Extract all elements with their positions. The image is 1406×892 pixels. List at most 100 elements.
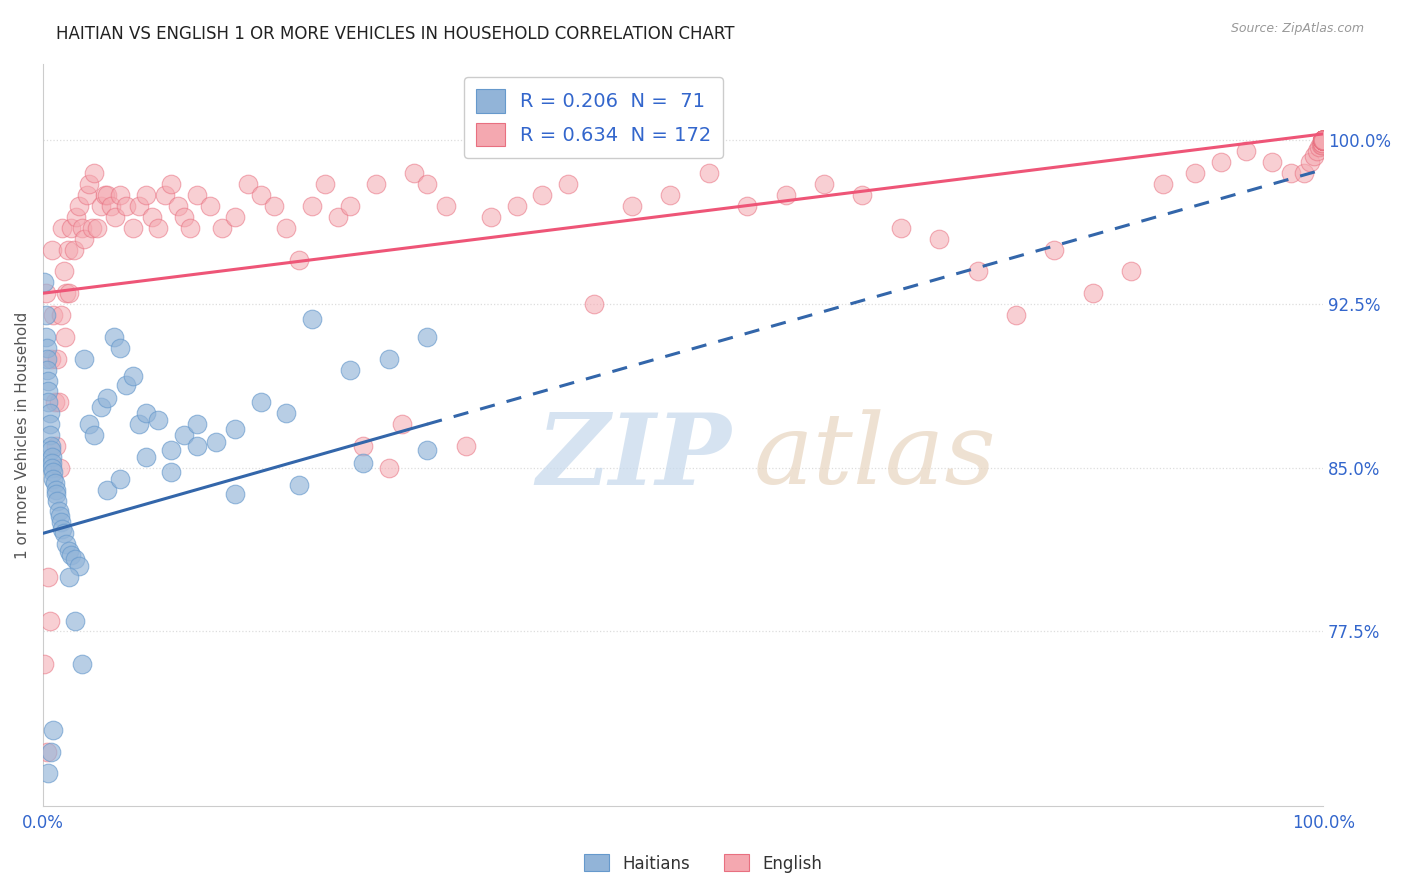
Point [115,199,138,213]
Point [39,351,62,366]
Point [86,220,108,235]
Point [1312,133,1334,147]
Point [582,297,605,311]
Point [70,657,93,672]
Point [416,177,439,191]
Point [339,199,361,213]
Point [53,330,76,344]
Point [45,487,67,501]
Point [224,210,246,224]
Point [1312,133,1334,147]
Point [186,439,208,453]
Point [1005,308,1028,322]
Point [1306,145,1329,159]
Point [41,460,63,475]
Point [80,220,103,235]
Point [301,312,323,326]
Point [1312,133,1334,147]
Point [1309,137,1331,152]
Point [1312,133,1334,147]
Point [39,443,62,458]
Point [63,552,86,566]
Point [1312,133,1334,147]
Point [659,188,682,202]
Point [39,744,62,758]
Point [108,188,131,202]
Point [173,210,195,224]
Point [1209,155,1232,169]
Point [249,188,271,202]
Point [42,308,65,322]
Point [1299,155,1322,169]
Point [160,177,183,191]
Point [454,439,477,453]
Point [620,199,643,213]
Point [38,614,60,628]
Point [1312,133,1334,147]
Point [135,450,157,464]
Point [44,395,66,409]
Point [37,766,59,780]
Text: ZIP: ZIP [536,409,731,506]
Point [1312,133,1334,147]
Point [1312,133,1334,147]
Point [364,177,387,191]
Point [1043,243,1066,257]
Point [352,439,374,453]
Point [42,472,65,486]
Point [148,220,170,235]
Point [35,330,58,344]
Point [73,351,96,366]
Point [44,476,66,491]
Point [1184,166,1206,180]
Text: Source: ZipAtlas.com: Source: ZipAtlas.com [1230,22,1364,36]
Point [37,384,59,399]
Point [1310,137,1333,152]
Point [77,177,100,191]
Point [1308,140,1330,154]
Point [73,232,96,246]
Point [1312,133,1334,147]
Y-axis label: 1 or more Vehicles in Household: 1 or more Vehicles in Household [15,311,30,558]
Point [1312,133,1334,147]
Point [236,177,259,191]
Point [42,723,65,737]
Point [1312,133,1334,147]
Point [1312,133,1334,147]
Point [506,199,529,213]
Point [1234,145,1257,159]
Point [1312,133,1334,147]
Legend: Haitians, English: Haitians, English [578,847,828,880]
Point [148,413,170,427]
Point [37,374,59,388]
Point [128,417,150,432]
Point [1312,133,1334,147]
Point [41,243,63,257]
Point [166,199,188,213]
Point [416,330,439,344]
Point [45,439,67,453]
Point [1312,133,1334,147]
Point [49,516,72,530]
Point [1312,133,1334,147]
Point [1310,136,1333,150]
Point [1152,177,1174,191]
Point [49,508,72,523]
Point [52,264,75,278]
Point [55,537,77,551]
Point [186,188,208,202]
Point [1312,133,1334,147]
Point [35,351,58,366]
Point [49,460,72,475]
Point [1312,133,1334,147]
Point [38,406,60,420]
Point [1312,133,1334,147]
Point [1312,133,1334,147]
Point [67,199,90,213]
Point [51,522,73,536]
Point [1312,133,1334,147]
Point [63,614,86,628]
Point [1312,133,1334,147]
Point [83,166,105,180]
Point [34,275,56,289]
